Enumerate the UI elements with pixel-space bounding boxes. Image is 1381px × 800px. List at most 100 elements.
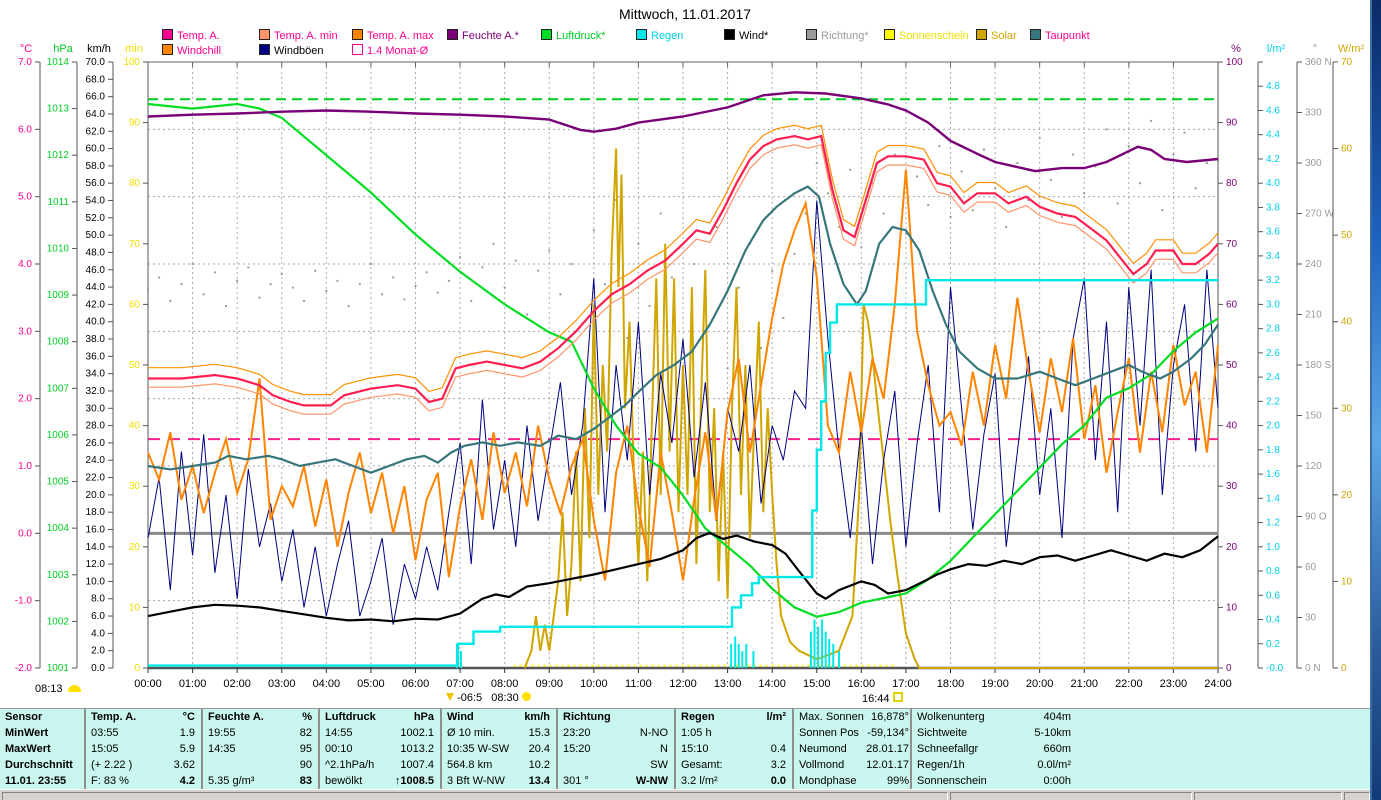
series-richtung-dot	[760, 347, 763, 350]
axis-label: 42.0	[86, 299, 106, 310]
legend-item-richtung-[interactable]: Richtung*	[806, 29, 869, 42]
table-cell: Vollmond	[799, 759, 845, 771]
table-column: Luftdruck hPa 14:55 1002.1 00:10 1013.2 ^2.1hP…	[320, 709, 442, 790]
series-richtung-dot	[236, 279, 239, 282]
axis-label: 70	[1341, 57, 1353, 68]
axis-label: 1003	[47, 570, 70, 581]
series-richtung-dot	[1205, 162, 1208, 164]
table-cell: 90	[299, 759, 312, 771]
axis-label: 34.0	[86, 369, 106, 380]
table-row: MaxWert	[3, 742, 82, 758]
series-richtung-dot	[971, 209, 974, 212]
table-row: Wind km/h	[445, 710, 554, 726]
table-cell: Ø 10 min.	[447, 727, 495, 739]
table-cell: 404m	[1043, 711, 1071, 723]
axis-label: 32.0	[86, 386, 106, 397]
table-row: MinWert	[3, 726, 82, 742]
axis-label: 60	[129, 299, 141, 310]
axis-label: 40	[1226, 421, 1238, 432]
axis-label: 8.0	[91, 594, 105, 605]
axis-label: 10.0	[86, 576, 106, 587]
table-cell: 15:10	[681, 743, 709, 755]
axis-label: 16:00	[848, 678, 876, 690]
legend-item-wind-[interactable]: Wind*	[724, 29, 769, 42]
series-solar-line	[523, 148, 1218, 669]
axis-label: 48.0	[86, 247, 106, 258]
axis-label: 330	[1305, 108, 1322, 119]
legend-item-luftdruck-[interactable]: Luftdruck*	[541, 29, 606, 42]
series-richtung-dot	[1038, 136, 1041, 139]
legend-swatch-icon	[162, 29, 173, 40]
axis-label: 50	[1226, 360, 1238, 371]
axis-label: 1010	[47, 243, 70, 254]
legend-item-windb-en[interactable]: Windböen	[259, 44, 324, 57]
legend-item-temp-a-[interactable]: Temp. A.	[162, 29, 220, 42]
legend-item-regen[interactable]: Regen	[636, 29, 683, 42]
axis-label: l/m²	[1267, 43, 1286, 55]
series-richtung-dot	[1127, 145, 1130, 148]
table-row: 14:55 1002.1	[323, 726, 438, 742]
legend-item-solar[interactable]: Solar	[976, 29, 1017, 42]
legend-item-1-4-monat-[interactable]: 1.4 Monat-Ø	[352, 44, 428, 57]
axis-label: 0.4	[1266, 615, 1280, 626]
series-richtung-dot	[1172, 153, 1175, 156]
series-luftdruck-line	[147, 102, 1219, 618]
axis-label: 3.2	[1266, 275, 1280, 286]
table-cell: N	[660, 743, 668, 755]
axis-label: 1008	[47, 337, 70, 348]
axis-label: 4.8	[1266, 81, 1280, 92]
table-cell: °C	[182, 711, 195, 723]
table-cell: Wolkenunterg	[917, 711, 985, 723]
axis-label: 17:00	[892, 678, 920, 690]
table-cell: Durchschnitt	[5, 759, 73, 771]
table-cell: N-NO	[639, 727, 668, 739]
legend-item-sonnenschein[interactable]: Sonnenschein	[884, 29, 969, 42]
table-row: Durchschnitt	[3, 758, 82, 774]
series-richtung-dot	[715, 225, 718, 228]
series-richtung-dot	[213, 271, 216, 274]
series-richtung-dot	[882, 212, 885, 215]
table-row: 23:20 N-NO	[561, 726, 672, 742]
table-cell: 5.35 g/m³	[208, 775, 255, 787]
table-row: 3.2 l/m² 0.0	[679, 774, 790, 790]
axis-label: 1014	[47, 57, 70, 68]
axis-label: 20	[129, 542, 141, 553]
legend-item-windchill[interactable]: Windchill	[162, 44, 221, 57]
axis-label: 16.0	[86, 524, 106, 535]
table-row: 301 ° W-NW	[561, 774, 672, 790]
table-cell: 82	[299, 727, 312, 739]
table-cell: l/m²	[766, 711, 786, 723]
series-richtung-dot	[447, 279, 450, 282]
series-richtung-dot	[436, 291, 439, 294]
table-row: 5.35 g/m³ 83	[206, 774, 316, 790]
axis-label: 90	[1226, 118, 1238, 129]
legend-swatch-icon	[259, 44, 270, 55]
series-temp-max-line	[148, 124, 1219, 396]
table-column: Temp. A. °C 03:55 1.9 15:05 5.9 (+ 2.22 ) 3.62 F…	[86, 709, 203, 790]
series-richtung-dot	[793, 252, 796, 255]
axis-label: 1007	[47, 383, 70, 394]
table-row: Temp. A. °C	[89, 710, 199, 726]
table-subblock: Wolkenunterg 404m Sichtweite 5-10km Schneefa…	[915, 710, 1075, 790]
axis-label: 03:00	[268, 678, 296, 690]
legend-item-temp-a-max[interactable]: Temp. A. max	[352, 29, 434, 42]
series-feuchte-line	[147, 91, 1219, 173]
axis-label: 0.6	[1266, 590, 1280, 601]
axis-label: 62.0	[86, 126, 106, 137]
axis-label: 22:00	[1115, 678, 1143, 690]
legend-label: Windböen	[274, 45, 324, 57]
series-richtung-dot	[303, 300, 306, 303]
legend-item-taupunkt[interactable]: Taupunkt	[1030, 29, 1090, 42]
axis-label: 40	[129, 421, 141, 432]
legend-label: Temp. A. min	[274, 30, 338, 42]
axis-label: 6.0	[91, 611, 105, 622]
table-row: Sensor	[3, 710, 82, 726]
desktop-background-strip	[1372, 0, 1381, 800]
axis-label: -0.0	[1266, 663, 1284, 674]
axis-label: 1012	[47, 150, 70, 161]
legend-swatch-icon	[724, 29, 735, 40]
legend-item-feuchte-a-[interactable]: Feuchte A.*	[447, 29, 519, 42]
legend-item-temp-a-min[interactable]: Temp. A. min	[259, 29, 338, 42]
legend-label: Wind*	[739, 30, 769, 42]
